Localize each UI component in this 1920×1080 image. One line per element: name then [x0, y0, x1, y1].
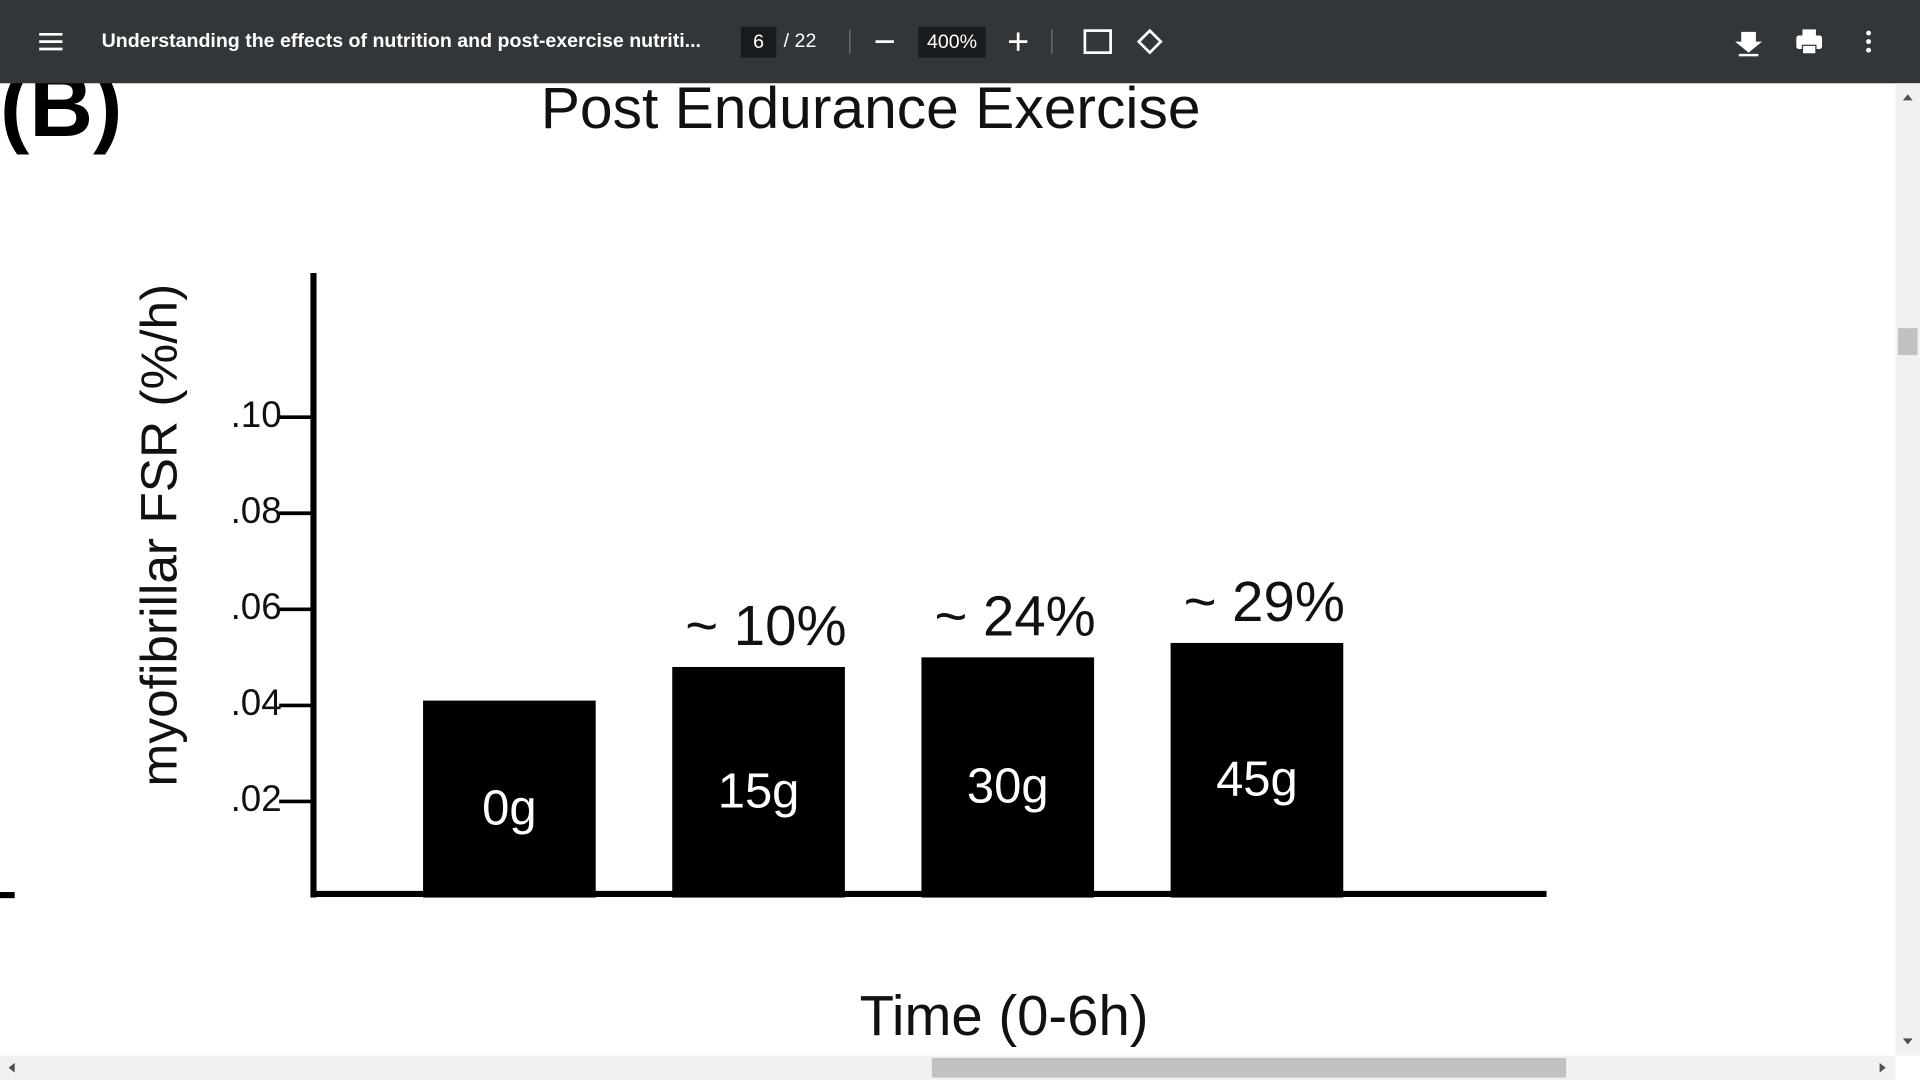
- horizontal-scroll-thumb[interactable]: [931, 1057, 1567, 1078]
- zoom-level[interactable]: 400%: [927, 31, 977, 53]
- bar-annotation: ~ 29%: [1184, 570, 1345, 633]
- rotate-button[interactable]: [1136, 28, 1163, 55]
- bar-category-label: 0g: [482, 781, 536, 835]
- zoom-input[interactable]: [918, 26, 986, 58]
- y-tick-label: .04: [231, 682, 282, 723]
- page-count: / 22: [784, 30, 817, 52]
- bar-annotation: ~ 10%: [685, 594, 846, 657]
- y-tick-label: .10: [231, 394, 282, 435]
- y-tick-label: .02: [231, 778, 282, 819]
- page-input[interactable]: [740, 26, 777, 58]
- chart-title: Post Endurance Exercise: [541, 76, 1201, 141]
- menu-button[interactable]: [39, 32, 63, 51]
- page-number[interactable]: 6: [753, 31, 764, 53]
- y-tick-label: .08: [231, 490, 282, 531]
- zoom-in-button[interactable]: [1008, 32, 1028, 51]
- fit-button[interactable]: [1083, 29, 1112, 54]
- y-tick-label: .06: [231, 586, 282, 627]
- bar-annotation: ~ 24%: [934, 585, 1095, 648]
- vertical-scrollbar[interactable]: [1895, 83, 1920, 1056]
- print-button[interactable]: [1796, 29, 1823, 55]
- chart: (B) Post Endurance Exercise myofibrillar…: [0, 56, 1547, 1047]
- bar-category-label: 45g: [1216, 752, 1298, 806]
- download-button[interactable]: [1735, 31, 1763, 57]
- bar-category-label: 15g: [718, 764, 800, 818]
- more-button[interactable]: [1866, 30, 1872, 53]
- bar-category-label: 30g: [967, 760, 1049, 814]
- bar: [1170, 642, 1344, 898]
- vertical-scroll-thumb[interactable]: [1897, 328, 1918, 356]
- document-title: Understanding the effects of nutrition a…: [102, 30, 701, 52]
- y-axis-label: myofibrillar FSR (%/h): [129, 284, 187, 787]
- bar: [423, 700, 596, 898]
- bar: [672, 666, 845, 898]
- bar: [921, 657, 1095, 898]
- x-axis-label: Time (0-6h): [860, 984, 1149, 1047]
